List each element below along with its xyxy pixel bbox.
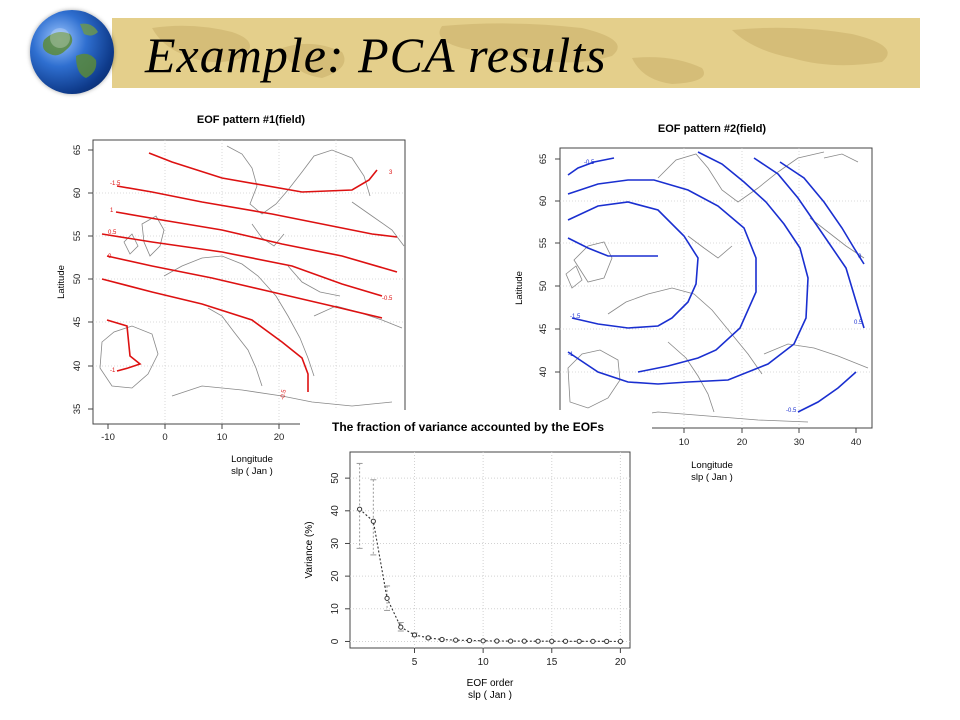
variance-x-sub-label: slp ( Jan ) — [468, 690, 512, 701]
eof2-y-tick: 40 — [538, 367, 549, 378]
y-tick-label: 0 — [330, 638, 341, 644]
variance-point — [370, 518, 376, 524]
eof1-contour-label: -1.5 — [110, 181, 121, 187]
eof1-sub-label: slp ( Jan ) — [231, 466, 273, 477]
variance-point — [425, 635, 431, 641]
variance-axes: 5 10 15 20 0 10 20 30 40 50 — [330, 472, 626, 668]
eof1-x-tick: 0 — [162, 432, 167, 443]
eof1-contour-label: -0.5 — [280, 388, 288, 400]
eof2-y-tick: 55 — [538, 238, 549, 249]
eof2-contour-label: 0 — [858, 254, 862, 260]
eof2-y-label: Latitude — [514, 271, 525, 305]
eof1-x-label: Longitude — [231, 454, 273, 465]
eof2-x-tick: 30 — [794, 437, 805, 448]
title-banner — [112, 18, 920, 88]
eof1-title: EOF pattern #1(field) — [197, 114, 306, 126]
x-tick-label: 15 — [546, 657, 558, 668]
variance-point — [604, 638, 610, 644]
variance-chart-title: The fraction of variance accounted by th… — [332, 420, 604, 434]
y-tick-label: 50 — [330, 472, 341, 484]
y-tick-label: 40 — [330, 505, 341, 517]
eof2-contour-label: -0.5 — [786, 408, 797, 414]
variance-x-label: EOF order — [467, 678, 514, 689]
eof2-contour-label: 0.5 — [854, 320, 863, 326]
eof1-y-tick: 55 — [72, 231, 83, 242]
eof2-contour-label: -1 — [568, 352, 574, 358]
eof2-sub-label: slp ( Jan ) — [691, 472, 733, 483]
eof1-contour-label: 3 — [389, 170, 393, 176]
variance-point — [466, 637, 473, 644]
x-tick-label: 10 — [478, 657, 490, 668]
variance-line — [359, 508, 621, 642]
eof2-x-tick: 10 — [679, 437, 690, 448]
globe-icon — [30, 10, 114, 94]
eof1-y-tick: 45 — [72, 317, 83, 328]
variance-point — [453, 637, 459, 643]
eof1-contour-label: -0.5 — [382, 296, 393, 302]
y-tick-label: 20 — [330, 570, 341, 582]
eof1-contour-label: 1 — [110, 208, 114, 214]
eof1-y-label: Latitude — [56, 265, 67, 299]
eof2-contours — [567, 151, 865, 413]
eof2-grid — [560, 148, 872, 428]
eof1-contour-label: 0 — [108, 254, 112, 260]
eof2-contour-label: -1.5 — [570, 314, 581, 320]
x-tick-label: 5 — [412, 657, 418, 668]
variance-point — [562, 638, 569, 644]
y-tick-label: 30 — [330, 537, 341, 549]
variance-point — [398, 624, 404, 630]
eof1-contours — [101, 152, 398, 392]
variance-point — [411, 632, 418, 638]
eof1-x-tick: 10 — [217, 432, 228, 443]
variance-point — [384, 595, 390, 601]
eof1-contour-label: 0.5 — [108, 230, 117, 236]
variance-plot-box — [349, 451, 631, 649]
eof2-x-tick: 40 — [851, 437, 862, 448]
eof2-x-tick: 20 — [737, 437, 748, 448]
variance-point — [480, 638, 486, 644]
eof2-y-tick: 45 — [538, 324, 549, 335]
variance-points — [357, 506, 623, 645]
eof2-y-tick: 65 — [538, 154, 549, 165]
y-tick-label: 10 — [330, 603, 341, 615]
variance-point — [576, 638, 582, 644]
variance-point — [521, 638, 527, 644]
world-map-background — [152, 23, 888, 84]
eof1-y-tick: 40 — [72, 361, 83, 372]
x-tick-label: 20 — [615, 657, 627, 668]
eof1-x-tick: 20 — [274, 432, 285, 443]
eof1-y-tick: 50 — [72, 274, 83, 285]
eof2-title: EOF pattern #2(field) — [658, 123, 767, 135]
eof1-y-tick: 65 — [72, 145, 83, 156]
variance-chart-panel: The fraction of variance accounted by th… — [300, 410, 652, 710]
eof2-y-tick: 50 — [538, 281, 549, 292]
variance-point — [549, 638, 555, 644]
eof2-plot-box — [559, 147, 873, 429]
variance-point — [535, 638, 541, 644]
variance-point — [439, 636, 445, 643]
variance-point — [357, 506, 363, 512]
variance-series-line — [359, 508, 621, 642]
eof1-y-tick: 60 — [72, 188, 83, 199]
variance-point — [617, 638, 623, 645]
eof1-y-tick: 35 — [72, 404, 83, 415]
variance-point — [507, 638, 514, 644]
eof2-y-tick: 60 — [538, 196, 549, 207]
slide-title: Example: PCA results — [145, 27, 607, 83]
eof1-contour-label: -1 — [110, 368, 116, 374]
variance-point — [590, 638, 596, 644]
eof2-x-label: Longitude — [691, 460, 733, 471]
variance-y-label: Variance (%) — [304, 521, 315, 578]
eof1-x-tick: -10 — [101, 432, 115, 443]
variance-point — [494, 638, 500, 644]
eof2-contour-label: -0.5 — [584, 160, 595, 166]
